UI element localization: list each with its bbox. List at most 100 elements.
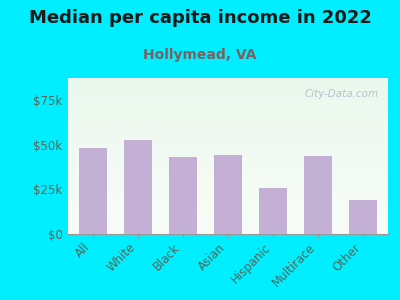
Bar — [68, 121, 388, 122]
Bar — [68, 85, 388, 86]
Bar — [68, 83, 388, 84]
Bar — [68, 133, 388, 134]
Text: City-Data.com: City-Data.com — [304, 89, 378, 99]
Bar — [68, 92, 388, 93]
Bar — [68, 124, 388, 125]
Bar — [68, 172, 388, 173]
Bar — [68, 175, 388, 176]
Bar — [68, 182, 388, 183]
Bar — [68, 131, 388, 132]
Bar — [68, 212, 388, 213]
Bar — [68, 106, 388, 107]
Bar — [68, 203, 388, 204]
Bar — [349, 200, 377, 234]
Bar — [68, 118, 388, 119]
Bar — [68, 152, 388, 153]
Bar — [68, 105, 388, 106]
Bar — [68, 208, 388, 209]
Bar — [68, 214, 388, 215]
Bar — [68, 167, 388, 168]
Bar — [68, 193, 388, 194]
Bar — [68, 97, 388, 98]
Bar — [68, 198, 388, 199]
Bar — [68, 151, 388, 152]
Bar — [68, 81, 388, 82]
Bar — [68, 104, 388, 105]
Bar — [68, 218, 388, 219]
Bar — [68, 139, 388, 140]
Bar — [68, 138, 388, 139]
Bar — [68, 161, 388, 162]
Bar — [68, 115, 388, 116]
Bar — [68, 209, 388, 210]
Bar — [68, 101, 388, 102]
Bar — [68, 171, 388, 172]
Bar — [68, 116, 388, 117]
Bar — [68, 160, 388, 161]
Bar — [68, 142, 388, 143]
Bar — [68, 109, 388, 110]
Bar — [68, 228, 388, 229]
Bar — [68, 93, 388, 94]
Bar — [68, 213, 388, 214]
Bar — [68, 201, 388, 202]
Bar — [68, 195, 388, 196]
Bar — [68, 153, 388, 154]
Bar — [68, 125, 388, 126]
Bar — [68, 143, 388, 144]
Bar — [68, 233, 388, 234]
Bar — [68, 129, 388, 130]
Bar — [68, 197, 388, 198]
Bar — [68, 159, 388, 160]
Bar — [68, 230, 388, 231]
Bar — [68, 144, 388, 145]
Bar — [68, 207, 388, 208]
Bar — [68, 164, 388, 165]
Bar — [68, 117, 388, 118]
Bar — [68, 84, 388, 85]
Bar — [259, 188, 287, 234]
Bar — [68, 128, 388, 129]
Bar — [68, 231, 388, 232]
Bar — [68, 189, 388, 190]
Bar — [68, 163, 388, 164]
Bar — [68, 96, 388, 97]
Bar — [68, 102, 388, 103]
Bar — [68, 169, 388, 170]
Bar — [68, 200, 388, 201]
Bar — [68, 122, 388, 123]
Bar — [68, 179, 388, 180]
Bar — [68, 137, 388, 138]
Bar — [68, 141, 388, 142]
Bar — [68, 185, 388, 186]
Bar — [68, 181, 388, 182]
Bar — [68, 79, 388, 80]
Bar — [68, 127, 388, 128]
Bar — [68, 78, 388, 79]
Bar — [68, 178, 388, 179]
Bar — [68, 123, 388, 124]
Bar — [68, 149, 388, 150]
Bar — [68, 107, 388, 108]
Bar — [68, 187, 388, 188]
Bar — [68, 205, 388, 206]
Bar — [68, 108, 388, 109]
Bar — [68, 176, 388, 177]
Bar — [68, 91, 388, 92]
Bar — [68, 190, 388, 191]
Bar — [68, 217, 388, 218]
Bar — [68, 147, 388, 148]
Bar — [169, 157, 197, 234]
Text: Hollymead, VA: Hollymead, VA — [143, 48, 257, 62]
Bar — [68, 162, 388, 163]
Bar — [68, 222, 388, 223]
Bar — [68, 140, 388, 141]
Bar — [68, 210, 388, 211]
Bar — [68, 206, 388, 207]
Bar — [79, 148, 107, 234]
Bar — [68, 111, 388, 112]
Bar — [68, 155, 388, 156]
Bar — [68, 157, 388, 158]
Bar — [68, 174, 388, 175]
Bar — [68, 180, 388, 181]
